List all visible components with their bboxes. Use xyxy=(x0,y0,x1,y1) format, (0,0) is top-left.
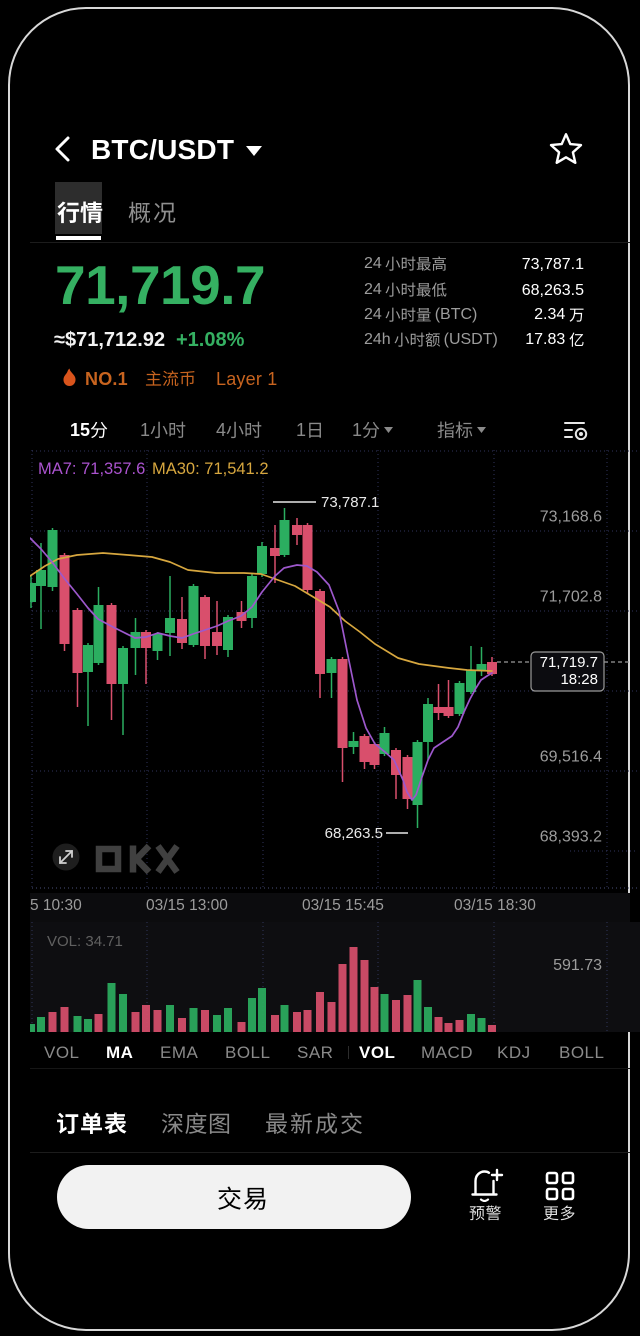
svg-text:VOL: 34.71: VOL: 34.71 xyxy=(47,933,123,950)
svg-text:68,263.5: 68,263.5 xyxy=(325,825,383,842)
svg-text:MA7: 71,357.6: MA7: 71,357.6 xyxy=(38,460,145,478)
svg-text:591.73: 591.73 xyxy=(553,957,602,974)
svg-text:18:28: 18:28 xyxy=(560,671,598,688)
svg-text:73,787.1: 73,787.1 xyxy=(321,494,379,511)
svg-text:69,516.4: 69,516.4 xyxy=(540,749,602,766)
svg-text:73,168.6: 73,168.6 xyxy=(540,509,602,526)
svg-text:71,702.8: 71,702.8 xyxy=(540,589,602,606)
svg-text:71,719.7: 71,719.7 xyxy=(540,654,598,671)
svg-text:68,393.2: 68,393.2 xyxy=(540,829,602,846)
svg-text:MA30: 71,541.2: MA30: 71,541.2 xyxy=(152,460,269,478)
